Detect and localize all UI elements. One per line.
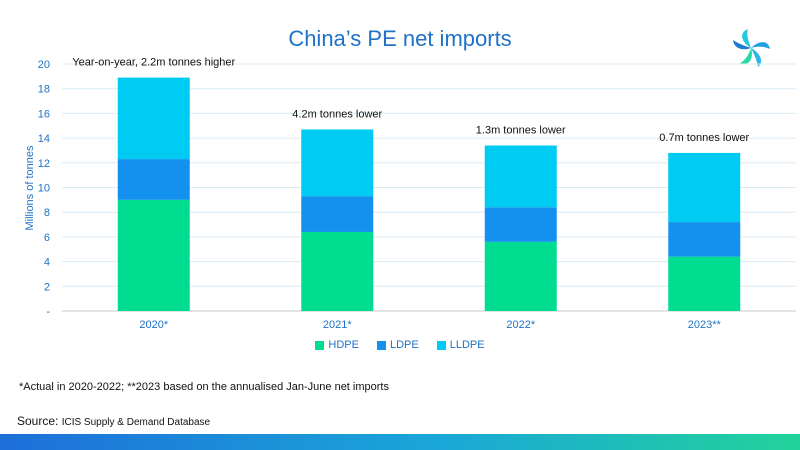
bar-lldpe-3 <box>484 145 557 208</box>
bottom-gradient-bar <box>0 434 800 450</box>
y-tick-label: 14 <box>38 133 50 145</box>
y-tick-label: 12 <box>38 158 50 170</box>
bar-ldpe-1 <box>117 159 190 200</box>
chart-title: China’s PE net imports <box>288 26 512 51</box>
source-text: ICIS Supply & Demand Database <box>61 417 211 428</box>
legend-item-lldpe: LLDPE <box>436 339 485 351</box>
bar-annotation: 0.7m tonnes lower <box>659 132 749 144</box>
bar-lldpe-1 <box>117 77 190 160</box>
stacked-bar-chart: - 2 4 6 8 10 12 14 16 18 20 Millions of tonnes 202… <box>24 57 796 331</box>
legend: HDPE LDPE LLDPE <box>0 339 800 351</box>
legend-item-ldpe: LDPE <box>376 339 419 351</box>
y-axis-label: Millions of tonnes <box>24 145 36 230</box>
bar-annotation: 1.3m tonnes lower <box>476 125 566 137</box>
legend-swatch-lldpe <box>436 340 446 350</box>
y-tick-label: 2 <box>44 281 50 293</box>
bar-hdpe-1 <box>117 199 190 311</box>
y-tick-label: - <box>46 306 50 318</box>
bar-hdpe-4 <box>668 256 741 311</box>
y-tick-label: 20 <box>38 59 50 71</box>
source-label: Source: <box>17 414 59 428</box>
footnote: *Actual in 2020-2022; **2023 based on th… <box>19 381 389 393</box>
legend-label-lldpe: LLDPE <box>449 339 485 351</box>
x-tick-label: 2021* <box>323 319 352 331</box>
bar-lldpe-2 <box>301 129 374 197</box>
bar-hdpe-3 <box>484 241 557 311</box>
legend-swatch-ldpe <box>376 340 386 350</box>
bar-ldpe-4 <box>668 222 741 257</box>
legend-label-ldpe: LDPE <box>389 339 419 351</box>
legend-swatch-hdpe <box>315 340 325 350</box>
y-tick-label: 6 <box>44 232 50 244</box>
bars <box>117 77 741 311</box>
source-line: Source: ICIS Supply & Demand Database <box>17 414 210 428</box>
y-axis-ticks: - 2 4 6 8 10 12 14 16 18 20 <box>38 59 51 318</box>
bar-annotation: 4.2m tonnes lower <box>292 108 382 120</box>
company-logo-icon <box>733 29 770 67</box>
bar-annotation: Year-on-year, 2.2m tonnes higher <box>72 57 235 69</box>
x-tick-label: 2020* <box>139 319 168 331</box>
y-tick-label: 4 <box>44 257 50 269</box>
y-tick-label: 8 <box>44 207 50 219</box>
legend-label-hdpe: HDPE <box>328 339 359 351</box>
y-tick-label: 16 <box>38 108 50 120</box>
x-tick-label: 2022* <box>506 319 535 331</box>
y-tick-label: 10 <box>38 183 50 195</box>
legend-item-hdpe: HDPE <box>315 339 359 351</box>
bar-ldpe-2 <box>301 196 374 232</box>
bar-ldpe-3 <box>484 207 557 242</box>
y-tick-label: 18 <box>38 84 50 96</box>
annotations: Year-on-year, 2.2m tonnes higher 4.2m ton… <box>72 57 749 144</box>
category-labels: 2020* 2021* 2022* 2023** <box>139 319 721 331</box>
bar-hdpe-2 <box>301 231 374 311</box>
bar-lldpe-4 <box>668 152 741 223</box>
x-tick-label: 2023** <box>688 319 722 331</box>
